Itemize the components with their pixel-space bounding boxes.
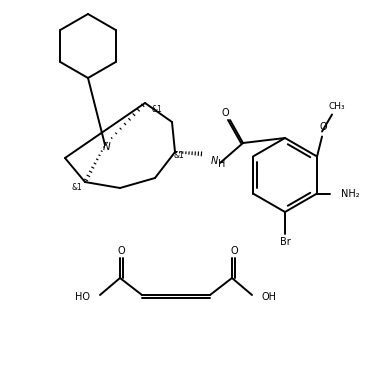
Text: HO: HO: [75, 292, 90, 302]
Text: NH₂: NH₂: [341, 189, 360, 199]
Text: O: O: [117, 246, 125, 256]
Text: Br: Br: [280, 237, 290, 247]
Text: OH: OH: [262, 292, 277, 302]
Text: &1: &1: [72, 184, 83, 193]
Text: H: H: [218, 159, 225, 169]
Text: CH₃: CH₃: [329, 102, 346, 111]
Text: N: N: [103, 142, 111, 152]
Text: &1: &1: [152, 105, 163, 115]
Text: O: O: [230, 246, 238, 256]
Text: N: N: [211, 156, 218, 166]
Text: &1: &1: [174, 152, 185, 160]
Text: O: O: [221, 108, 229, 118]
Text: O: O: [319, 123, 327, 132]
